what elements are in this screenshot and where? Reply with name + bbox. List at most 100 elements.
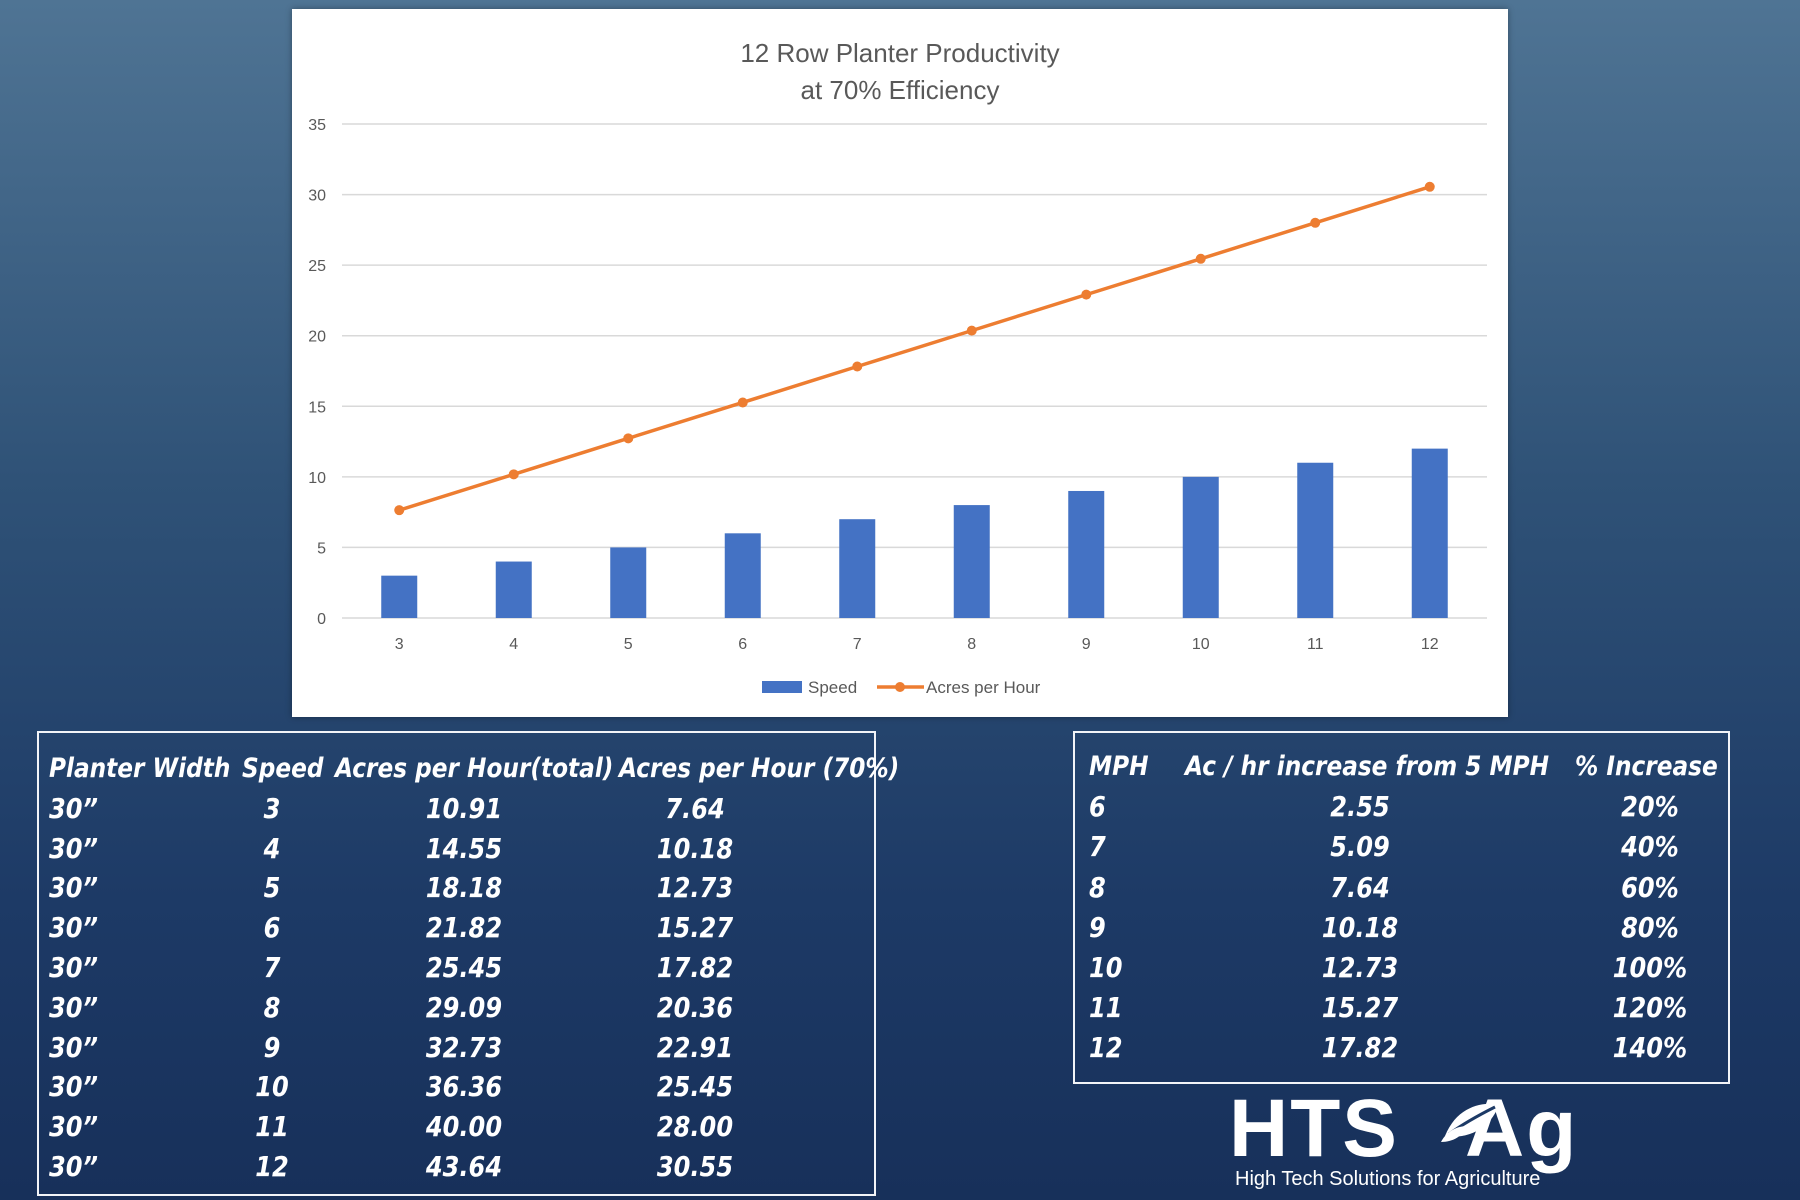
speed-table-header-row: Planter Width Speed Acres per Hour(total) A… xyxy=(39,749,899,789)
y-tick-label: 35 xyxy=(308,117,326,134)
speed-table-cell: 4 xyxy=(263,831,281,865)
y-tick-label: 0 xyxy=(317,611,326,628)
speed-table-cell: 18.18 xyxy=(425,871,503,905)
speed-table-cell: 30” xyxy=(49,951,99,984)
y-tick-label: 5 xyxy=(317,540,326,557)
speed-table-cell: 10.18 xyxy=(656,831,734,865)
speed-bar xyxy=(1297,462,1334,618)
increase-table-row: 11 15.27 120% xyxy=(1075,988,1728,1028)
speed-table-cell: 11 xyxy=(255,1110,289,1144)
speed-table-cell: 30” xyxy=(49,911,99,945)
chart-title: 12 Row Planter Productivity xyxy=(740,38,1059,68)
acres-per-hour-point xyxy=(966,325,977,336)
speed-table-cell: 6 xyxy=(263,911,281,945)
speed-table-cell: 7.64 xyxy=(665,791,725,825)
increase-table-row: 8 7.64 60% xyxy=(1075,868,1728,908)
leaf-icon xyxy=(1441,1103,1499,1142)
speed-table-row: 30” 4 14.55 10.18 xyxy=(39,829,874,869)
speed-table-cell: 30” xyxy=(49,871,99,905)
logo-wordmark: HTS Ag xyxy=(1229,1084,1578,1174)
speed-table-cell: 5 xyxy=(263,871,281,905)
speed-bar xyxy=(495,561,532,618)
speed-table-cell: 25.45 xyxy=(425,951,503,984)
acres-per-hour-point xyxy=(623,433,634,444)
logo-hts: HTS xyxy=(1229,1083,1399,1174)
acres-per-hour-point xyxy=(852,361,863,372)
speed-table-row: 30” 6 21.82 15.27 xyxy=(39,908,874,948)
increase-table-cell: 12 xyxy=(1089,1031,1123,1065)
increase-table-header-cell: MPH xyxy=(1089,751,1149,782)
increase-table-cell: 100% xyxy=(1612,951,1688,984)
increase-table-cell: 60% xyxy=(1621,870,1679,904)
speed-table-cell: 22.91 xyxy=(656,1030,734,1064)
increase-table-cell: 12.73 xyxy=(1321,951,1399,984)
y-tick-label: 30 xyxy=(308,188,326,205)
speed-table-row: 30” 12 43.64 30.55 xyxy=(39,1147,874,1187)
increase-table-cell: 120% xyxy=(1612,991,1688,1025)
speed-bar xyxy=(1182,476,1219,618)
speed-table-header-cell: Acres per Hour (70%) xyxy=(619,753,900,784)
logo-tagline: High Tech Solutions for Agriculture xyxy=(1235,1168,1541,1190)
y-tick-label: 10 xyxy=(308,470,326,487)
speed-table-cell: 30” xyxy=(49,1070,99,1104)
speed-table-cell: 29.09 xyxy=(425,990,503,1024)
increase-table-cell: 11 xyxy=(1089,991,1123,1025)
increase-table-header-row: MPH Ac / hr increase from 5 MPH % Increase xyxy=(1075,747,1728,787)
legend-speed-label: Speed xyxy=(808,678,857,697)
speed-table-cell: 30” xyxy=(49,990,99,1024)
speed-bar xyxy=(953,505,990,618)
increase-table-cell: 10 xyxy=(1089,951,1123,984)
speed-table-cell: 15.27 xyxy=(656,911,734,945)
increase-table-cell: 2.55 xyxy=(1330,790,1390,824)
increase-table-row: 9 10.18 80% xyxy=(1075,908,1728,948)
speed-table-cell: 36.36 xyxy=(425,1070,503,1104)
speed-table-cell: 21.82 xyxy=(425,911,503,945)
speed-table-cell: 12 xyxy=(255,1150,289,1183)
x-tick-label: 11 xyxy=(1307,636,1324,653)
increase-table-row: 10 12.73 100% xyxy=(1075,948,1728,988)
increase-table-cell: 6 xyxy=(1089,790,1106,824)
speed-table-row: 30” 10 36.36 25.45 xyxy=(39,1067,874,1107)
speed-table-cell: 8 xyxy=(263,990,281,1024)
increase-table-row: 12 17.82 140% xyxy=(1075,1028,1728,1068)
x-tick-label: 9 xyxy=(1082,636,1091,653)
speed-productivity-table: Planter Width Speed Acres per Hour(total) A… xyxy=(37,731,899,1196)
speed-table-cell: 10 xyxy=(255,1070,289,1104)
speed-table-row: 30” 5 18.18 12.73 xyxy=(39,868,874,908)
speed-table-row: 30” 9 32.73 22.91 xyxy=(39,1028,874,1068)
speed-bar xyxy=(839,519,876,618)
speed-table-row: 30” 3 10.91 7.64 xyxy=(39,789,874,829)
speed-table-cell: 30” xyxy=(49,1150,99,1183)
speed-bar xyxy=(724,533,761,618)
increase-table-header-cell: Ac / hr increase from 5 MPH xyxy=(1185,751,1550,782)
x-tick-label: 7 xyxy=(853,636,862,653)
increase-table-row: 6 2.55 20% xyxy=(1075,787,1728,827)
speed-table-cell: 43.64 xyxy=(425,1150,503,1183)
increase-table-cell: 5.09 xyxy=(1330,830,1390,864)
speed-table-cell: 40.00 xyxy=(425,1110,503,1144)
increase-table-cell: 140% xyxy=(1612,1031,1688,1065)
speed-table-row: 30” 11 40.00 28.00 xyxy=(39,1107,874,1147)
speed-table-cell: 30” xyxy=(49,1030,99,1064)
speed-table-cell: 10.91 xyxy=(425,791,503,825)
increase-table-cell: 7 xyxy=(1089,830,1106,864)
x-tick-label: 10 xyxy=(1192,636,1210,653)
acres-per-hour-point xyxy=(1424,181,1435,192)
increase-table-cell: 80% xyxy=(1621,910,1679,944)
speed-table-row: 30” 8 29.09 20.36 xyxy=(39,988,874,1028)
acres-per-hour-point xyxy=(1310,217,1321,228)
acres-per-hour-point xyxy=(394,505,405,516)
increase-table-cell: 10.18 xyxy=(1321,910,1399,944)
x-tick-label: 3 xyxy=(395,636,404,653)
speed-table-cell: 14.55 xyxy=(425,831,503,865)
y-tick-label: 25 xyxy=(308,258,326,275)
speed-table-cell: 9 xyxy=(263,1030,281,1064)
speed-table-cell: 30” xyxy=(49,791,99,825)
x-tick-label: 4 xyxy=(509,636,518,653)
increase-table-cell: 8 xyxy=(1089,870,1106,904)
increase-table-cell: 9 xyxy=(1089,910,1106,944)
increase-table-cell: 7.64 xyxy=(1330,870,1390,904)
legend-speed-swatch xyxy=(762,681,802,693)
speed-table-cell: 7 xyxy=(263,951,281,984)
chart-subtitle: at 70% Efficiency xyxy=(801,75,1000,105)
